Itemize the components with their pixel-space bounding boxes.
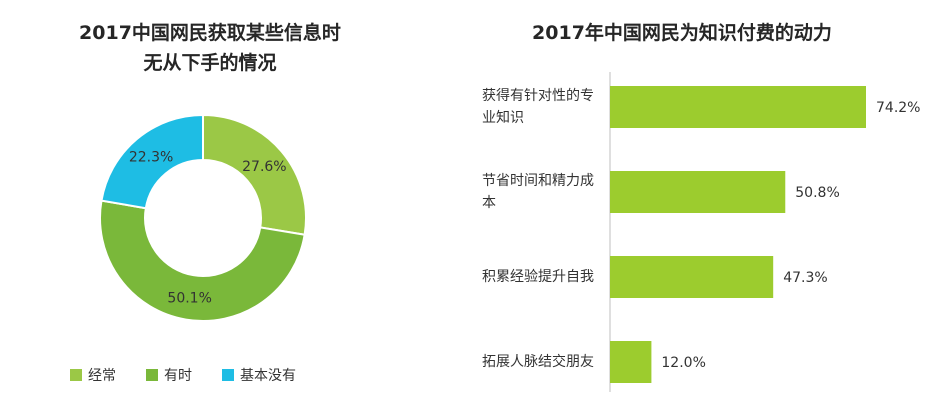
legend-swatch-rarely xyxy=(222,369,234,381)
bar-category-label-0: 获得有针对性的专业知识 xyxy=(482,88,594,126)
legend-swatch-often xyxy=(70,369,82,381)
donut-title-line-1: 2017中国网民获取某些信息时 xyxy=(79,22,341,44)
bar-value-label-2: 47.3% xyxy=(783,270,827,286)
bar-3 xyxy=(610,341,652,383)
bar-value-label-3: 12.0% xyxy=(661,355,705,371)
legend-item-sometimes: 有时 xyxy=(146,365,192,385)
donut-slice-label-often: 27.6% xyxy=(242,159,286,175)
bar-category-label-2: 积累经验提升自我 xyxy=(482,269,594,285)
donut-slice-sometimes xyxy=(99,199,306,322)
bar-0 xyxy=(610,86,866,128)
bar-chart-title: 2017年中国网民为知识付费的动力 xyxy=(532,22,832,44)
donut-chart-title: 2017中国网民获取某些信息时 无从下手的情况 xyxy=(20,18,400,78)
legend-label-sometimes: 有时 xyxy=(164,368,192,384)
legend-item-often: 经常 xyxy=(70,365,116,385)
donut-slice-label-sometimes: 50.1% xyxy=(167,290,211,306)
bar-category-label-1: 节省时间和精力成本 xyxy=(482,173,594,211)
bar-1 xyxy=(610,171,786,213)
legend-swatch-sometimes xyxy=(146,369,158,381)
bar-2 xyxy=(610,256,774,298)
donut-legend: 经常 有时 基本没有 xyxy=(70,362,370,388)
donut-chart-panel: 27.6% 50.1% 22.3% 2017中国网民获取某些信息时 无从下手的情况 … xyxy=(0,0,420,414)
donut-slice-label-rarely: 22.3% xyxy=(129,149,173,165)
legend-item-rarely: 基本没有 xyxy=(222,365,296,385)
donut-slice-rarely xyxy=(100,113,204,210)
bar-category-label-3: 拓展人脉结交朋友 xyxy=(482,354,594,370)
bar-chart: 74.2% 50.8% 47.3% 12.0% xyxy=(609,72,920,392)
bar-chart-panel: 2017年中国网民为知识付费的动力 74.2% 50.8% 47.3% 12.0% 获… xyxy=(430,0,934,414)
donut-chart: 27.6% 50.1% 22.3% xyxy=(99,113,307,322)
donut-title-line-2: 无从下手的情况 xyxy=(143,52,277,74)
bar-value-label-0: 74.2% xyxy=(876,100,920,116)
bar-value-label-1: 50.8% xyxy=(795,185,839,201)
legend-label-often: 经常 xyxy=(88,368,116,384)
donut-slice-often xyxy=(202,113,307,236)
legend-label-rarely: 基本没有 xyxy=(240,368,296,384)
